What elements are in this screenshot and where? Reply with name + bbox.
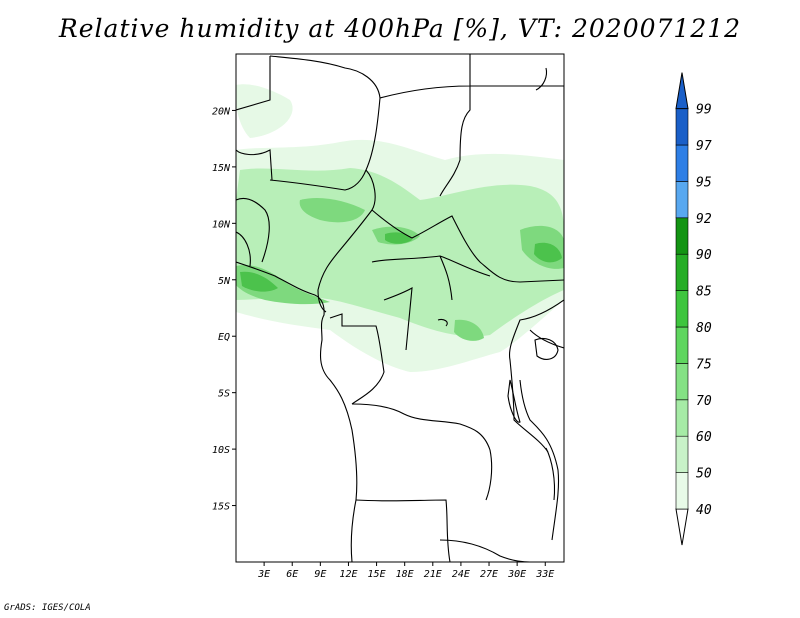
- colorbar-segment: [675, 290, 689, 328]
- x-tick-label: 18E: [396, 569, 414, 580]
- x-tick-label: 15E: [368, 569, 386, 580]
- y-tick-label: EQ: [218, 332, 230, 343]
- x-tick-label: 33E: [535, 569, 554, 580]
- y-tick-label: 15S: [212, 502, 230, 513]
- country-border: [439, 86, 471, 197]
- country-border: [529, 329, 564, 349]
- x-tick-label: 12E: [339, 569, 357, 580]
- y-tick-label: 20N: [212, 106, 231, 117]
- colorbar-segment: [675, 435, 689, 473]
- colorbar-level-label: 95: [696, 175, 712, 190]
- rh-region-light: [236, 84, 293, 138]
- x-tick-label: 9E: [314, 569, 326, 580]
- colorbar-level-label: 75: [696, 357, 712, 372]
- rh-region-high: [236, 264, 330, 305]
- colorbar-level-label: 92: [696, 212, 712, 227]
- credit-label: GrADS: IGES/COLA: [4, 603, 91, 613]
- lake-outline: [534, 337, 559, 360]
- country-border: [236, 197, 270, 263]
- colorbar-segment: [675, 399, 689, 437]
- colorbar-segment: [675, 217, 689, 255]
- colorbar-segment: [675, 326, 689, 364]
- coastline: [535, 67, 548, 91]
- x-tick-label: 24E: [452, 569, 470, 580]
- country-border: [355, 499, 451, 562]
- country-border: [329, 313, 385, 405]
- y-tick-label: 10S: [212, 445, 230, 456]
- x-tick-label: 3E: [257, 569, 270, 580]
- country-border: [236, 149, 273, 181]
- country-border: [351, 403, 493, 501]
- country-border: [508, 299, 564, 453]
- country-border: [236, 231, 251, 267]
- colorbar-level-label: 60: [696, 430, 712, 445]
- colorbar-level-label: 97: [696, 139, 712, 154]
- colorbar-level-label: 40: [696, 503, 712, 518]
- colorbar-segment: [675, 144, 689, 182]
- country-border: [379, 54, 471, 99]
- lake-outline: [545, 447, 556, 501]
- humidity-field: [236, 84, 564, 372]
- country-border: [371, 209, 564, 283]
- colorbar-level-label: 99: [696, 103, 712, 118]
- country-border: [236, 56, 271, 111]
- y-tick-label: 5N: [218, 276, 231, 287]
- country-border: [439, 539, 531, 562]
- colorbar-segment: [675, 108, 689, 146]
- lake-outline: [507, 379, 521, 423]
- x-tick-label: 27E: [480, 569, 498, 580]
- rh-region-high: [454, 319, 484, 341]
- y-axis: 20N 15N 10N 5N EQ 5S 10S 15S: [212, 106, 236, 513]
- country-border: [269, 55, 381, 191]
- colorbar-level-label: 70: [696, 394, 712, 409]
- y-tick-label: 5S: [218, 389, 230, 400]
- map-frame: [235, 53, 565, 563]
- country-border: [371, 255, 491, 277]
- political-boundaries: [236, 54, 564, 562]
- x-axis: 3E 6E 9E 12E 15E 18E 21E 24E 27E 30E 33E: [257, 562, 554, 580]
- colorbar-segment: [675, 253, 689, 291]
- colorbar-level-label: 90: [696, 248, 712, 263]
- y-tick-label: 10N: [212, 219, 231, 230]
- colorbar: 40 50 60 70 75 80 85 90 92 95 97 99: [675, 72, 712, 546]
- rh-region-top: [240, 271, 278, 292]
- country-border: [317, 169, 376, 313]
- colorbar-upper-arrow: [675, 72, 689, 110]
- country-border: [439, 255, 453, 301]
- country-border: [519, 379, 560, 541]
- rh-region-high: [299, 198, 365, 223]
- rh-region-top: [385, 232, 412, 244]
- y-tick-label: 15N: [212, 163, 231, 174]
- colorbar-level-label: 85: [696, 285, 712, 300]
- rh-region-top: [534, 242, 562, 263]
- x-tick-label: 6E: [286, 569, 298, 580]
- colorbar-level-label: 80: [696, 321, 712, 336]
- colorbar-segment: [675, 472, 689, 510]
- colorbar-segment: [675, 181, 689, 219]
- lake-outline: [437, 318, 448, 327]
- country-border: [383, 286, 413, 351]
- x-tick-label: 21E: [424, 569, 442, 580]
- colorbar-lower-arrow: [675, 508, 689, 546]
- colorbar-level-label: 50: [696, 467, 712, 482]
- x-tick-label: 30E: [507, 569, 526, 580]
- coastline: [236, 261, 358, 562]
- colorbar-segment: [675, 363, 689, 401]
- chart-title: Relative humidity at 400hPa [%], VT: 202…: [58, 14, 742, 43]
